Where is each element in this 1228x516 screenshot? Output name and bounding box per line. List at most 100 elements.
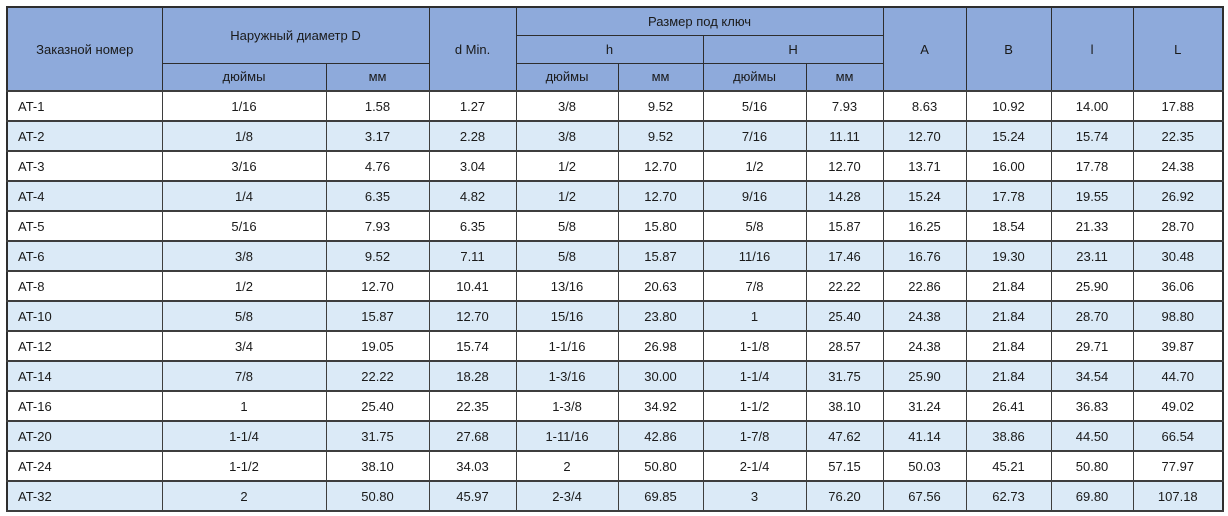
cell-h-inches: 2-3/4	[515, 480, 619, 512]
cell-l: 69.80	[1050, 480, 1134, 512]
cell-H-inches: 3	[702, 480, 807, 512]
cell-order: AT-12	[6, 330, 163, 362]
cell-H-inches: 5/8	[702, 210, 807, 242]
cell-order: AT-10	[6, 300, 163, 332]
header-row-3: дюймы мм дюймы мм дюймы мм	[7, 62, 1223, 92]
cell-h-mm: 12.70	[617, 150, 704, 182]
cell-d-mm: 25.40	[325, 390, 430, 422]
table-row: AT-16 1 25.40 22.35 1-3/8 34.92 1-1/2 38.10 31.2…	[6, 390, 1224, 422]
header-d-inches: дюймы	[161, 62, 327, 92]
cell-h-inches: 5/8	[515, 240, 619, 272]
cell-H-inches: 9/16	[702, 180, 807, 212]
cell-A: 24.38	[882, 300, 967, 332]
cell-order: AT-2	[6, 120, 163, 152]
cell-h-inches: 1-3/8	[515, 390, 619, 422]
cell-d-mm: 12.70	[325, 270, 430, 302]
cell-L: 77.97	[1132, 450, 1224, 482]
cell-d-inches: 1/2	[161, 270, 327, 302]
header-d-mm: мм	[325, 62, 430, 92]
cell-A: 25.90	[882, 360, 967, 392]
cell-H-mm: 11.11	[805, 120, 884, 152]
cell-d-min: 6.35	[428, 210, 517, 242]
cell-L: 49.02	[1132, 390, 1224, 422]
cell-B: 21.84	[965, 270, 1052, 302]
cell-d-min: 12.70	[428, 300, 517, 332]
cell-B: 62.73	[965, 480, 1052, 512]
cell-B: 17.78	[965, 180, 1052, 212]
cell-l: 15.74	[1050, 120, 1134, 152]
cell-h-inches: 3/8	[515, 90, 619, 122]
table-row: AT-10 5/8 15.87 12.70 15/16 23.80 1 25.40 24.38 2…	[6, 300, 1224, 332]
cell-B: 21.84	[965, 300, 1052, 332]
cell-A: 8.63	[882, 90, 967, 122]
table-row: AT-1 1/16 1.58 1.27 3/8 9.52 5/16 7.93 8.63 10.92…	[6, 90, 1224, 122]
cell-d-mm: 7.93	[325, 210, 430, 242]
cell-h-mm: 69.85	[617, 480, 704, 512]
table-row: AT-3 3/16 4.76 3.04 1/2 12.70 1/2 12.70 13.71 16.…	[6, 150, 1224, 182]
cell-order: AT-1	[6, 90, 163, 122]
cell-d-min: 1.27	[428, 90, 517, 122]
cell-l: 14.00	[1050, 90, 1134, 122]
cell-d-min: 22.35	[428, 390, 517, 422]
header-h-lower: h	[515, 34, 704, 64]
cell-h-inches: 3/8	[515, 120, 619, 152]
cell-L: 39.87	[1132, 330, 1224, 362]
cell-d-inches: 7/8	[161, 360, 327, 392]
cell-H-inches: 1	[702, 300, 807, 332]
header-col-b: B	[965, 6, 1052, 92]
cell-H-mm: 76.20	[805, 480, 884, 512]
cell-d-mm: 1.58	[325, 90, 430, 122]
cell-L: 36.06	[1132, 270, 1224, 302]
cell-d-mm: 6.35	[325, 180, 430, 212]
cell-H-inches: 1-7/8	[702, 420, 807, 452]
cell-h-mm: 12.70	[617, 180, 704, 212]
cell-d-mm: 15.87	[325, 300, 430, 332]
cell-order: AT-6	[6, 240, 163, 272]
cell-d-mm: 19.05	[325, 330, 430, 362]
cell-l: 29.71	[1050, 330, 1134, 362]
cell-B: 18.54	[965, 210, 1052, 242]
cell-d-min: 27.68	[428, 420, 517, 452]
cell-l: 28.70	[1050, 300, 1134, 332]
table-row: AT-4 1/4 6.35 4.82 1/2 12.70 9/16 14.28 15.24 17.…	[6, 180, 1224, 212]
cell-l: 19.55	[1050, 180, 1134, 212]
cell-h-mm: 26.98	[617, 330, 704, 362]
cell-d-inches: 1/4	[161, 180, 327, 212]
cell-l: 17.78	[1050, 150, 1134, 182]
table-row: AT-5 5/16 7.93 6.35 5/8 15.80 5/8 15.87 16.25 18.…	[6, 210, 1224, 242]
cell-d-inches: 2	[161, 480, 327, 512]
cell-h-mm: 15.87	[617, 240, 704, 272]
table-body: AT-1 1/16 1.58 1.27 3/8 9.52 5/16 7.93 8.63 10.92…	[6, 90, 1224, 512]
cell-d-min: 7.11	[428, 240, 517, 272]
cell-d-inches: 1-1/2	[161, 450, 327, 482]
cell-A: 67.56	[882, 480, 967, 512]
cell-order: AT-5	[6, 210, 163, 242]
cell-l: 34.54	[1050, 360, 1134, 392]
cell-d-inches: 5/8	[161, 300, 327, 332]
table-row: AT-20 1-1/4 31.75 27.68 1-11/16 42.86 1-7/8 47.…	[6, 420, 1224, 452]
cell-l: 23.11	[1050, 240, 1134, 272]
cell-H-inches: 7/8	[702, 270, 807, 302]
cell-order: AT-24	[6, 450, 163, 482]
cell-B: 15.24	[965, 120, 1052, 152]
cell-l: 25.90	[1050, 270, 1134, 302]
cell-A: 24.38	[882, 330, 967, 362]
cell-h-inches: 1-1/16	[515, 330, 619, 362]
header-h-mm: мм	[617, 62, 704, 92]
cell-h-inches: 1-3/16	[515, 360, 619, 392]
cell-A: 31.24	[882, 390, 967, 422]
cell-d-mm: 4.76	[325, 150, 430, 182]
cell-H-inches: 2-1/4	[702, 450, 807, 482]
cell-h-inches: 1/2	[515, 180, 619, 212]
cell-L: 30.48	[1132, 240, 1224, 272]
cell-d-inches: 5/16	[161, 210, 327, 242]
cell-H-mm: 38.10	[805, 390, 884, 422]
cell-h-inches: 15/16	[515, 300, 619, 332]
cell-H-inches: 11/16	[702, 240, 807, 272]
cell-H-inches: 5/16	[702, 90, 807, 122]
cell-h-inches: 1-11/16	[515, 420, 619, 452]
table-row: AT-2 1/8 3.17 2.28 3/8 9.52 7/16 11.11 12.70 15.2…	[6, 120, 1224, 152]
cell-d-min: 18.28	[428, 360, 517, 392]
cell-d-mm: 22.22	[325, 360, 430, 392]
